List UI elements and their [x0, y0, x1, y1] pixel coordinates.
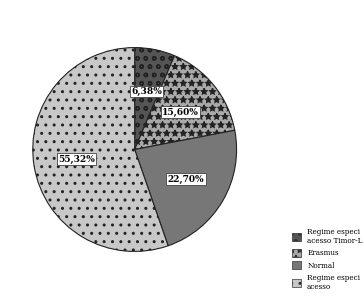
Wedge shape: [33, 48, 168, 251]
Text: 55,32%: 55,32%: [58, 155, 95, 164]
Legend: Regime especi
acesso Timor-L, Erasmus, Normal, Regime especi
acesso: Regime especi acesso Timor-L, Erasmus, N…: [289, 225, 364, 294]
Wedge shape: [135, 48, 174, 150]
Text: 15,60%: 15,60%: [162, 108, 199, 117]
Wedge shape: [135, 130, 237, 246]
Wedge shape: [135, 56, 235, 150]
Text: 22,70%: 22,70%: [167, 175, 204, 184]
Text: 6,38%: 6,38%: [131, 87, 162, 96]
